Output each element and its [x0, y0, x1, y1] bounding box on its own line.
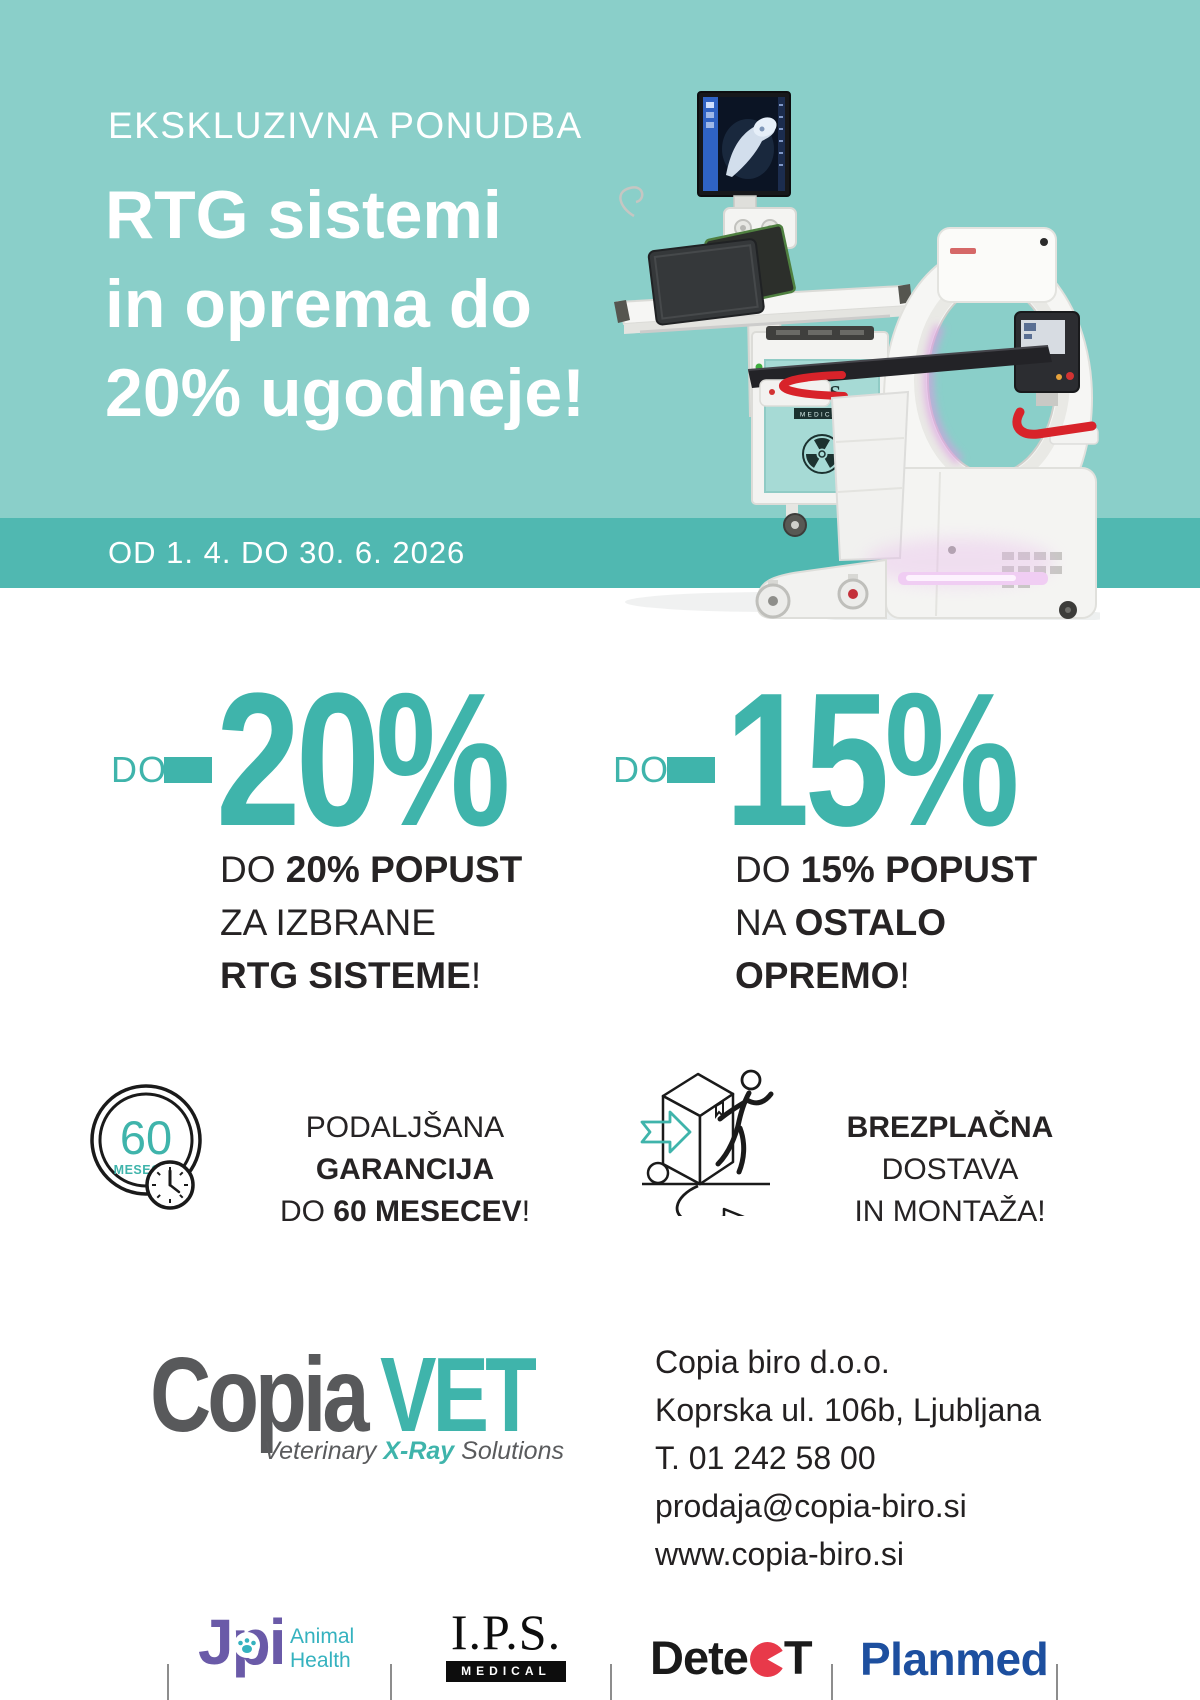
warranty-line1-regular: PODALJŠANA — [305, 1111, 505, 1144]
monitor-xray-screen — [697, 91, 791, 197]
person-figure — [715, 1069, 774, 1175]
headline-line-1: RTG sistemi — [105, 177, 502, 253]
warranty-line2-bold: 60 MESECEV — [333, 1195, 522, 1228]
delivery-line1-bold: BREZPLAČNA — [846, 1111, 1054, 1144]
logo-vet: VET — [379, 1336, 537, 1454]
contact-website: www.copia-biro.si — [655, 1536, 904, 1572]
xray-machine-photo: I.P.S. MEDICAL — [600, 80, 1115, 624]
jpi-animal-health-logo: Jpi Animal Health — [198, 1594, 368, 1698]
patient-table — [747, 345, 1052, 407]
warranty-line2-suffix: ! — [521, 1195, 531, 1228]
ips-medical-logo: I.P.S. MEDICAL — [446, 1606, 566, 1682]
discount-left-line1-bold: 20% POPUST — [285, 849, 523, 890]
logo-copia: Copia — [150, 1336, 370, 1454]
warranty-line2-regular: DO — [279, 1195, 334, 1228]
detect-logo: Dete T — [650, 1630, 813, 1685]
divider-mark — [390, 1664, 392, 1700]
discount-right-value: 15% — [725, 654, 1020, 866]
free-delivery-icon — [638, 1066, 790, 1227]
tagline-xray: X-Ray — [383, 1437, 455, 1465]
divider-mark — [831, 1664, 833, 1700]
clock-icon — [145, 1160, 195, 1210]
discount-right-prefix: DO — [613, 749, 669, 790]
headline-line-2: in oprema do — [105, 266, 532, 342]
delivery-text: BREZPLAČNA DOSTAVA IN MONTAŽA! — [795, 1107, 1105, 1233]
discount-left-description: DO 20% POPUST ZA IZBRANE RTG SISTEME! — [220, 843, 522, 1002]
discount-right-minus-dash — [667, 757, 715, 783]
detector-panel-front — [647, 238, 765, 326]
copia-vet-logo: Copia VET — [150, 1340, 629, 1450]
delivery-line2: IN MONTAŽA! — [854, 1195, 1046, 1228]
discount-right-description: DO 15% POPUST NA OSTALO OPREMO! — [735, 843, 1037, 1002]
headline-line-3: 20% ugodneje! — [105, 355, 585, 431]
tagline-pre: Veterinary — [263, 1437, 384, 1465]
divider-mark — [610, 1664, 612, 1700]
delivery-line1-regular: DOSTAVA — [881, 1153, 1019, 1186]
discount-right-line2-regular: NA — [735, 902, 795, 943]
discount-left-minus-dash — [164, 757, 212, 783]
warranty-badge-number: 60 — [120, 1111, 172, 1164]
contact-phone: T. 01 242 58 00 — [655, 1440, 876, 1476]
warranty-line1-bold: GARANCIJA — [315, 1153, 495, 1186]
divider-mark — [1056, 1664, 1058, 1700]
discount-left-value: 20% — [216, 654, 511, 866]
offer-date-range: OD 1. 4. DO 30. 6. 2026 — [108, 535, 466, 570]
detect-part1: Dete — [650, 1631, 749, 1684]
discount-left-line3-bold: RTG SISTEME — [220, 955, 471, 996]
ips-medical-bar: MEDICAL — [446, 1661, 566, 1682]
discount-right-line3-suffix: ! — [899, 955, 910, 996]
discount-left-line2: ZA IZBRANE — [220, 902, 436, 943]
detect-part2: T — [783, 1631, 813, 1684]
contact-block: Copia biro d.o.o. Koprska ul. 106b, Ljub… — [655, 1338, 1041, 1578]
hero-headline: RTG sistemi in oprema do 20% ugodneje! — [105, 171, 585, 438]
panel-sub-text: MEDICAL — [800, 412, 844, 419]
detect-c-icon — [749, 1642, 786, 1677]
jpi-line1: Animal — [290, 1625, 354, 1648]
warranty-text: PODALJŠANA GARANCIJA DO 60 MESECEV! — [240, 1107, 570, 1233]
divider-mark — [167, 1664, 169, 1700]
contact-address: Koprska ul. 106b, Ljubljana — [655, 1392, 1042, 1428]
paw-icon — [238, 1638, 256, 1653]
discount-right-line2-bold: OSTALO — [794, 902, 947, 943]
contact-company: Copia biro d.o.o. — [655, 1344, 890, 1380]
discount-left-line1-regular: DO — [220, 849, 286, 890]
discount-right-line3-bold: OPREMO — [735, 955, 900, 996]
ips-name: I.P.S. — [450, 1604, 562, 1660]
warranty-60-months-icon: 60 MESECEV — [86, 1082, 208, 1212]
hero-kicker: EKSKLUZIVNA PONUDBA — [108, 105, 583, 146]
discount-right-line1-regular: DO — [735, 849, 801, 890]
tagline-post: Solutions — [454, 1437, 564, 1465]
jpi-line2: Health — [290, 1649, 351, 1672]
logo-tagline: Veterinary X-Ray Solutions — [150, 1437, 564, 1466]
discount-right-line1-bold: 15% POPUST — [800, 849, 1038, 890]
discount-left-line3-suffix: ! — [470, 955, 482, 996]
contact-email: prodaja@copia-biro.si — [655, 1488, 967, 1524]
discount-left-prefix: DO — [111, 749, 167, 790]
planmed-logo: Planmed — [860, 1633, 1049, 1685]
